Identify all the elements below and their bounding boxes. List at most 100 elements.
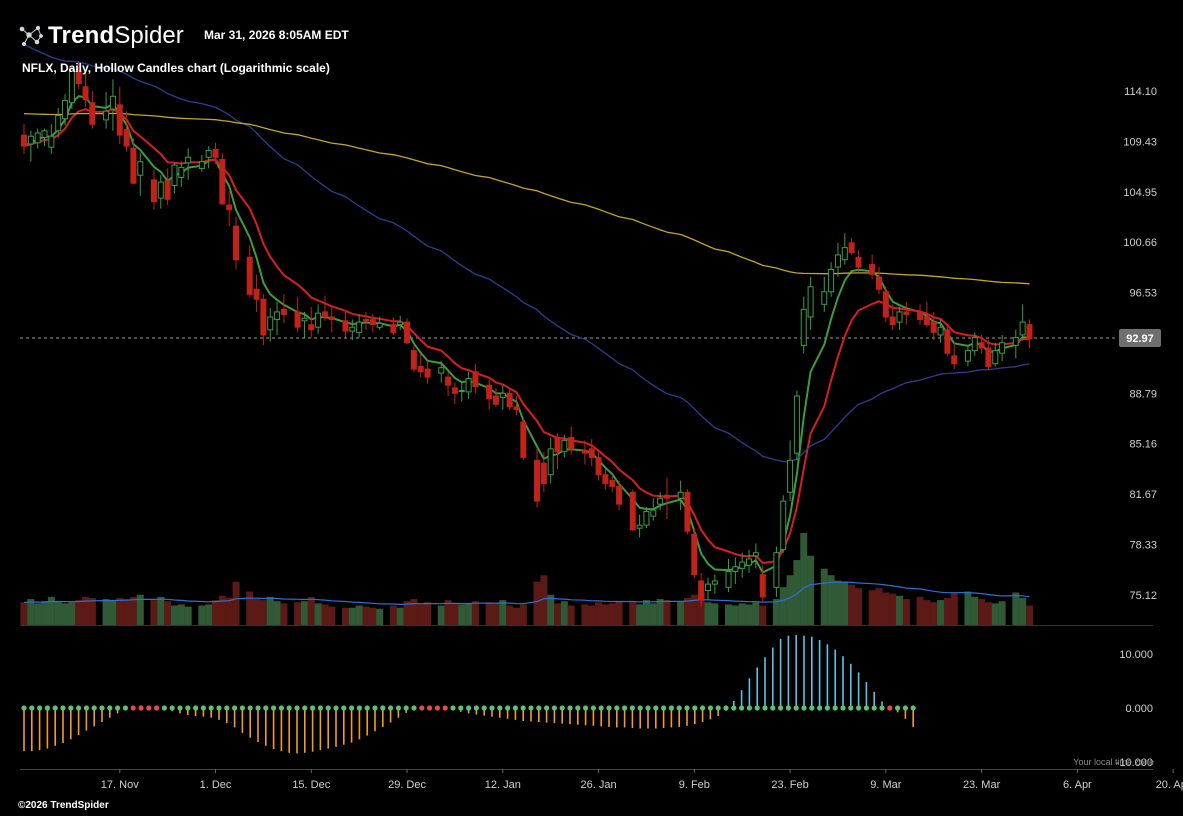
volume-bar — [41, 601, 49, 625]
candle — [363, 311, 369, 330]
oscillator-dot — [278, 705, 284, 711]
candle-body — [561, 439, 568, 453]
candle — [27, 130, 34, 162]
candle-body — [82, 86, 89, 100]
candle-body — [137, 161, 144, 176]
y-tick-label: 85.16 — [1129, 439, 1157, 451]
oscillator-dot — [372, 705, 378, 711]
volume-bar — [341, 607, 349, 625]
candle-body — [534, 459, 540, 502]
candle — [315, 304, 322, 334]
volume-bar — [451, 603, 459, 625]
oscillator-dot — [668, 705, 675, 711]
volume-bar — [253, 599, 261, 625]
oscillator-dot — [762, 705, 768, 711]
candle — [691, 528, 698, 578]
volume-bar — [923, 600, 931, 625]
candle-body — [363, 319, 369, 322]
candle-body — [985, 347, 992, 367]
oscillator-dot — [185, 705, 191, 711]
candle — [198, 155, 205, 172]
oscillator-dot — [551, 705, 558, 711]
candle-body — [62, 100, 69, 120]
volume-bar — [294, 602, 302, 625]
candle-body — [369, 319, 376, 326]
volume-bar — [157, 596, 165, 625]
volume-bar — [615, 601, 623, 625]
x-tick-label: 6. Apr — [1063, 779, 1092, 791]
candle — [903, 301, 910, 325]
oscillator-dot — [99, 705, 105, 711]
oscillator-dot — [629, 705, 636, 711]
candle-body — [547, 448, 554, 476]
candle — [472, 363, 479, 394]
y-tick-label: 109.43 — [1123, 136, 1157, 148]
brand-name-bold: Trend — [48, 22, 115, 49]
volume-bar — [930, 602, 938, 625]
volume-bar — [731, 605, 739, 625]
volume-bar — [725, 604, 733, 625]
copyright-footer: ©2026 TrendSpider — [18, 800, 109, 811]
candle-body — [41, 130, 48, 138]
volume-bar — [560, 601, 568, 625]
volume-bar — [656, 599, 664, 625]
oscillator-dot — [466, 705, 472, 711]
symbol-description[interactable]: NFLX, Daily, Hollow Candles chart (Logar… — [22, 61, 330, 75]
candle-body — [896, 311, 903, 323]
candle-body — [150, 179, 157, 203]
last-price-badge: 92.97 — [1119, 328, 1161, 347]
oscillator-dot — [481, 705, 487, 711]
brand-logo[interactable]: Trend Spider — [18, 22, 184, 50]
candle-body — [506, 392, 513, 408]
oscillator-dot — [388, 705, 394, 711]
volume-bar — [581, 604, 589, 625]
x-tick-label: 9. Feb — [679, 779, 710, 791]
volume-bar — [437, 605, 445, 625]
candle — [834, 242, 841, 277]
oscillator-dot — [29, 705, 35, 711]
oscillator-dot — [778, 705, 784, 711]
candle — [698, 573, 705, 607]
oscillator-dot — [208, 705, 214, 711]
candle — [267, 308, 274, 342]
oscillator-dot — [902, 705, 909, 711]
candle — [739, 552, 746, 578]
candle — [780, 495, 787, 553]
candle-body — [937, 326, 944, 336]
volume-bar — [547, 594, 555, 625]
candle — [534, 448, 540, 508]
candle-body — [253, 288, 260, 300]
volume-bar — [184, 606, 192, 625]
candle-body — [321, 311, 328, 318]
candle-body — [205, 150, 212, 158]
volume-bar — [950, 592, 958, 625]
candle-body — [34, 132, 41, 144]
candle-body — [732, 566, 739, 572]
candle — [999, 334, 1006, 362]
candle — [178, 161, 185, 187]
candle-body — [944, 329, 951, 354]
candle-body — [834, 254, 841, 268]
oscillator-dot — [442, 705, 448, 711]
candle-body — [390, 324, 397, 333]
candle-body — [821, 291, 828, 305]
volume-bar — [567, 605, 575, 625]
candle — [588, 438, 595, 467]
volume-bar — [136, 594, 144, 625]
candle — [253, 274, 260, 312]
volume-bar — [177, 604, 185, 625]
volume-bar — [663, 600, 671, 625]
candle-body — [280, 308, 287, 315]
candle — [930, 311, 937, 341]
oscillator-dot — [450, 705, 456, 711]
candle-body — [869, 264, 876, 275]
volume-bar — [20, 602, 28, 625]
candle — [992, 342, 999, 367]
oscillator-dot — [177, 705, 183, 711]
oscillator-dot — [598, 705, 604, 711]
x-tick-label: 29. Dec — [388, 779, 426, 791]
volume-bar — [82, 596, 90, 625]
volume-bar — [246, 591, 254, 625]
candle — [123, 111, 130, 152]
sma-50-line — [23, 43, 1030, 463]
